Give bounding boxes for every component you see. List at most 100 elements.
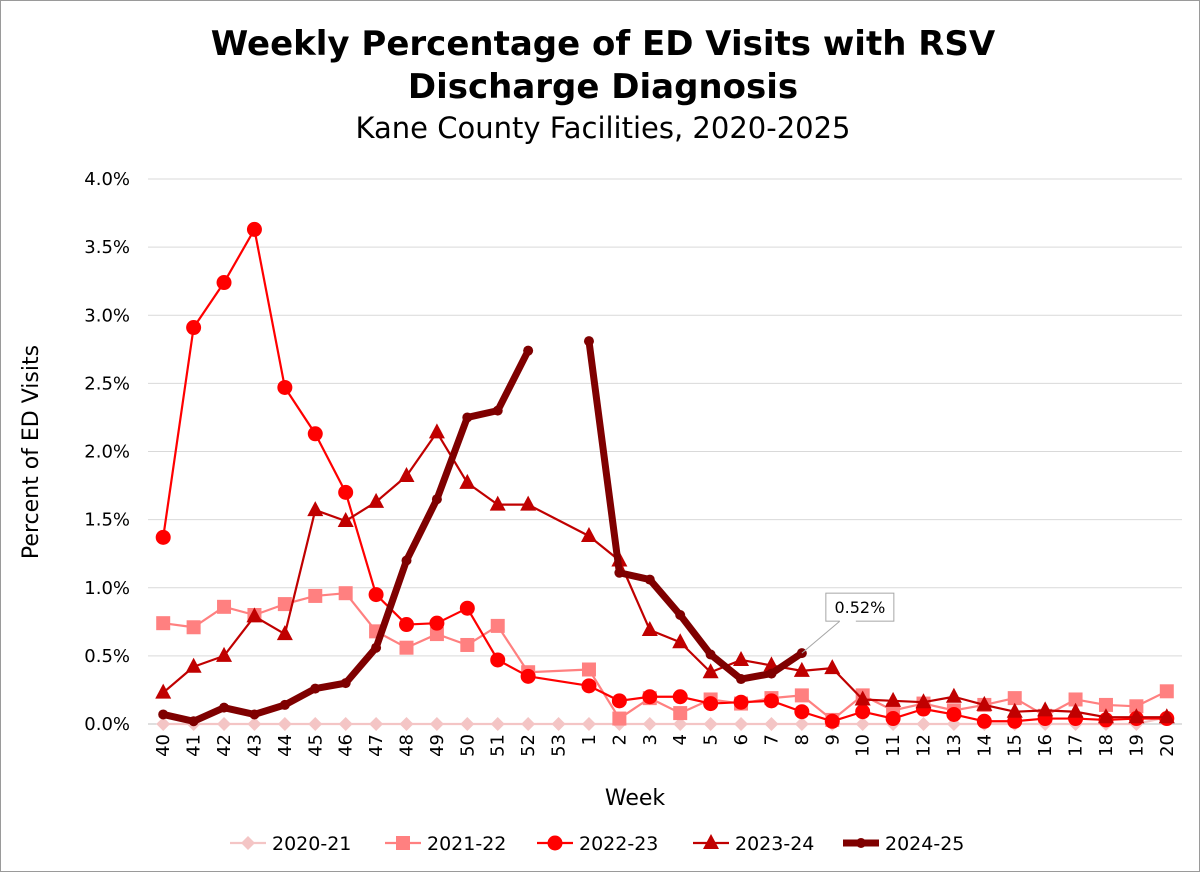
- legend-marker: [547, 835, 563, 851]
- data-point-2023-24: [489, 495, 506, 511]
- x-tick-label: 20: [1157, 734, 1178, 757]
- data-point-2023-24: [945, 687, 962, 703]
- data-point-2021-22: [1068, 692, 1083, 707]
- data-point-2024-25: [249, 709, 260, 720]
- y-tick-label: 2.0%: [84, 442, 130, 463]
- data-point-2022-23: [672, 689, 688, 705]
- x-tick-label: 52: [518, 734, 539, 757]
- data-point-2024-25: [614, 567, 625, 578]
- callout-label: 0.52%: [834, 598, 885, 617]
- chart-title-line-1: Weekly Percentage of ED Visits with RSV: [211, 24, 996, 64]
- data-point-2023-24: [368, 492, 385, 508]
- data-point-2021-22: [429, 627, 444, 642]
- data-point-2022-23: [703, 696, 719, 712]
- data-point-2023-24: [246, 607, 263, 623]
- data-point-2021-22: [186, 620, 201, 635]
- x-tick-label: 16: [1035, 734, 1056, 757]
- legend-item-2020-21: 2020-21: [230, 833, 351, 855]
- legend-marker: [396, 836, 410, 850]
- data-point-2021-22: [673, 706, 688, 721]
- x-tick-label: 5: [701, 734, 722, 745]
- y-tick-label: 0.0%: [84, 714, 130, 735]
- data-point-2021-22: [460, 637, 475, 652]
- callout-box: [825, 592, 895, 622]
- data-point-2023-24: [1128, 708, 1145, 724]
- x-tick-label: 2: [609, 734, 630, 745]
- data-point-2023-24: [337, 511, 354, 527]
- data-point-2022-23: [763, 693, 779, 709]
- series-2021-22: [156, 586, 1174, 727]
- x-tick-label: 1: [579, 734, 600, 745]
- data-point-2020-21: [247, 717, 262, 731]
- series-line-2023-24: [162, 431, 1168, 719]
- legend-label: 2024-25: [885, 833, 964, 855]
- x-tick-label: 41: [184, 734, 205, 757]
- data-point-2020-21: [429, 717, 444, 731]
- x-tick-label: 47: [366, 734, 387, 757]
- data-point-2022-23: [186, 320, 202, 336]
- data-point-2023-24: [185, 657, 202, 673]
- y-tick-label: 1.5%: [84, 510, 130, 531]
- data-point-2021-22: [399, 640, 414, 655]
- data-point-2024-25: [644, 574, 655, 585]
- y-axis-ticks: 0.0% 0.5% 1.0% 1.5% 2.0% 2.5% 3.0% 3.5% 4.0%: [84, 169, 130, 735]
- chart-title-line-2: Discharge Diagnosis: [408, 67, 798, 107]
- data-point-2022-23: [368, 587, 384, 603]
- data-point-2021-22: [156, 616, 171, 631]
- data-point-2023-24: [1158, 708, 1175, 724]
- data-point-2023-24: [520, 495, 537, 511]
- data-point-2020-21: [308, 717, 323, 731]
- x-tick-label: 7: [761, 734, 782, 745]
- data-point-2023-24: [155, 683, 172, 699]
- x-tick-label: 40: [153, 734, 174, 757]
- callout-pointer: [801, 620, 856, 654]
- annotations: 0.52%: [801, 592, 895, 654]
- legend-label: 2020-21: [272, 833, 351, 855]
- legend-label: 2022-23: [579, 833, 658, 855]
- x-tick-label: 11: [883, 734, 904, 757]
- x-axis-ticks: 40 41 42 43 44 45 46 47 48 49 50 51 52 53 1 2 3 4 5 6 7 8 9 10 1…: [153, 734, 1178, 757]
- data-point-2023-24: [1006, 702, 1023, 718]
- data-point-2020-21: [673, 717, 688, 731]
- data-point-2020-21: [734, 717, 749, 731]
- data-point-2022-23: [399, 617, 414, 633]
- data-point-2024-25: [279, 699, 290, 710]
- series-2022-23: [155, 221, 1175, 729]
- data-point-2023-24: [1097, 708, 1114, 724]
- data-point-2022-23: [429, 615, 445, 631]
- legend-item-2022-23: 2022-23: [537, 833, 658, 855]
- data-point-2021-22: [794, 688, 809, 703]
- data-point-2021-22: [612, 711, 627, 726]
- series-line-2024-25: [585, 337, 806, 683]
- data-point-2020-21: [794, 717, 809, 731]
- x-tick-label: 46: [336, 734, 357, 757]
- data-point-2024-25: [675, 610, 686, 620]
- data-point-2024-25: [219, 702, 230, 713]
- x-tick-label: 3: [640, 734, 661, 745]
- data-point-2023-24: [824, 659, 841, 675]
- data-point-2021-22: [338, 586, 353, 601]
- data-point-2021-22: [1159, 684, 1174, 699]
- data-point-2024-25: [705, 649, 716, 660]
- data-point-2020-21: [369, 717, 384, 731]
- series-line-2020-21: [162, 716, 1168, 726]
- data-point-2024-25: [583, 336, 594, 347]
- data-point-2023-24: [276, 625, 293, 641]
- data-point-2024-25: [371, 642, 382, 653]
- y-tick-label: 3.5%: [84, 237, 130, 258]
- data-point-2022-23: [976, 713, 992, 729]
- data-point-2022-23: [824, 713, 840, 729]
- data-point-2021-22: [581, 662, 596, 677]
- data-point-2022-23: [855, 704, 871, 720]
- x-tick-label: 9: [822, 734, 843, 745]
- data-point-2020-21: [338, 717, 353, 731]
- legend-item-2024-25: 2024-25: [843, 833, 964, 855]
- data-point-2024-25: [188, 716, 199, 727]
- data-point-2021-22: [1007, 691, 1022, 706]
- x-tick-label: 8: [792, 734, 813, 745]
- data-point-2024-25: [492, 405, 503, 416]
- data-point-2024-25: [431, 494, 442, 505]
- legend-item-2023-24: 2023-24: [693, 833, 814, 855]
- y-tick-label: 4.0%: [84, 169, 130, 190]
- data-point-2023-24: [216, 646, 233, 662]
